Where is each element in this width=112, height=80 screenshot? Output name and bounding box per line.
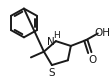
Text: S: S <box>48 68 55 78</box>
Text: N: N <box>47 37 54 47</box>
Text: O: O <box>88 56 96 66</box>
Text: H: H <box>53 31 60 40</box>
Text: OH: OH <box>94 28 110 38</box>
